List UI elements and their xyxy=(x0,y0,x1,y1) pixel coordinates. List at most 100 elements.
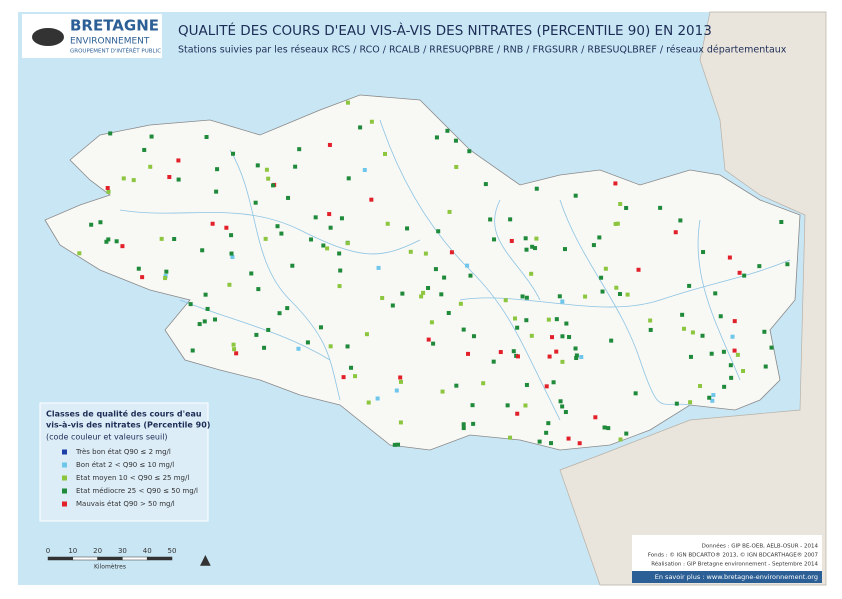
station xyxy=(466,351,471,356)
station xyxy=(286,195,291,200)
station xyxy=(624,431,629,436)
station xyxy=(429,320,434,325)
station xyxy=(408,249,413,254)
station xyxy=(573,193,578,198)
station xyxy=(131,178,136,183)
station xyxy=(687,283,692,288)
station xyxy=(524,295,529,300)
station xyxy=(229,251,234,256)
station xyxy=(345,241,350,246)
scale-segment xyxy=(146,556,173,561)
station xyxy=(673,230,678,235)
station xyxy=(567,335,572,340)
station xyxy=(701,250,706,255)
station xyxy=(557,294,562,299)
station xyxy=(602,425,607,430)
station xyxy=(560,359,565,364)
station xyxy=(249,271,254,276)
station xyxy=(366,400,371,405)
station xyxy=(763,364,768,369)
station xyxy=(285,306,290,311)
station xyxy=(434,135,439,140)
station xyxy=(224,225,229,230)
station xyxy=(728,363,733,368)
station xyxy=(606,426,611,431)
station xyxy=(337,284,342,289)
station xyxy=(419,294,424,299)
station xyxy=(433,267,438,272)
station xyxy=(204,134,209,139)
station xyxy=(262,345,267,350)
north-arrow: ▲ xyxy=(200,552,211,568)
station xyxy=(458,301,463,306)
station xyxy=(737,270,742,275)
station xyxy=(215,167,220,172)
station xyxy=(674,401,679,406)
station xyxy=(353,374,358,379)
legend-swatch xyxy=(62,501,67,507)
station xyxy=(271,183,276,188)
neighbour-land xyxy=(559,11,827,586)
station xyxy=(769,345,774,350)
station xyxy=(396,442,401,447)
station xyxy=(757,264,762,269)
station xyxy=(149,134,154,139)
station xyxy=(190,348,195,353)
station xyxy=(136,266,141,271)
station xyxy=(577,441,582,446)
station xyxy=(339,216,344,221)
station xyxy=(421,290,426,295)
station xyxy=(785,262,790,267)
station xyxy=(369,119,374,124)
station xyxy=(707,395,712,400)
station xyxy=(214,189,219,194)
legend-title: vis-à-vis des nitrates (Percentile 90) xyxy=(46,421,210,430)
station xyxy=(735,352,740,357)
station xyxy=(431,341,436,346)
station xyxy=(446,310,451,315)
scale-tick-label: 30 xyxy=(118,547,127,555)
scale-unit: Kilomètres xyxy=(94,564,126,571)
station xyxy=(698,384,703,389)
station xyxy=(615,221,620,226)
station xyxy=(279,231,284,236)
legend-label: Etat moyen 10 < Q90 ≤ 25 mg/l xyxy=(76,474,189,482)
station xyxy=(636,267,641,272)
station xyxy=(290,263,295,268)
station xyxy=(465,263,470,268)
station xyxy=(483,182,488,187)
station xyxy=(718,314,723,319)
station xyxy=(554,349,559,354)
station xyxy=(779,220,784,225)
station xyxy=(633,391,638,396)
legend-items: Très bon état Q90 ≤ 2 mg/l Bon état 2 < Q… xyxy=(62,448,198,508)
station xyxy=(227,282,232,287)
station xyxy=(492,237,497,242)
station xyxy=(142,147,147,152)
station xyxy=(481,381,486,386)
station xyxy=(454,383,459,388)
rivers xyxy=(119,119,791,421)
station xyxy=(544,430,549,435)
station xyxy=(603,266,608,271)
station xyxy=(176,158,181,163)
brittany-land xyxy=(44,94,801,451)
station xyxy=(488,217,493,222)
station xyxy=(688,354,693,359)
station xyxy=(551,380,556,385)
logo-line3: GROUPEMENT D'INTÉRÊT PUBLIC xyxy=(70,47,161,55)
station xyxy=(530,244,535,249)
station xyxy=(89,222,94,227)
station xyxy=(524,382,529,387)
scale-segment xyxy=(72,556,98,561)
station xyxy=(503,298,508,303)
scale-tick-label: 50 xyxy=(168,547,177,555)
legend-box xyxy=(39,402,209,522)
station xyxy=(445,128,450,133)
station xyxy=(658,205,663,210)
station xyxy=(579,355,584,360)
station xyxy=(121,176,126,181)
station xyxy=(436,229,441,234)
station xyxy=(467,149,472,154)
station xyxy=(618,437,623,442)
